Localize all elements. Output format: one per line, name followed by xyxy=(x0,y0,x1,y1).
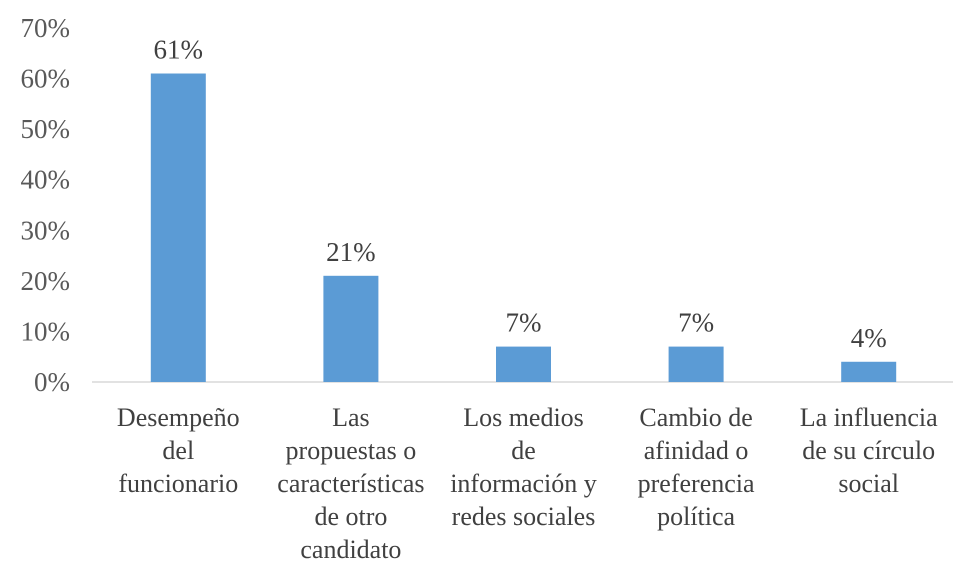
data-labels: 61% 21% 7% 7% 4% xyxy=(154,35,887,353)
data-label: 4% xyxy=(851,323,887,353)
bars xyxy=(150,73,897,382)
y-tick-label: 30% xyxy=(21,215,71,245)
bar xyxy=(496,346,551,382)
x-category-label: Las propuestas o características de otro can… xyxy=(277,403,424,564)
x-category-label: Los medios de información y redes sociales xyxy=(450,403,597,531)
data-label: 61% xyxy=(154,35,204,65)
y-axis: 0% 10% 20% 30% 40% 50% 60% 70% xyxy=(21,13,71,397)
y-tick-label: 40% xyxy=(21,165,71,195)
x-category-label: Desempeño del funcionario xyxy=(117,403,240,498)
x-category-label: La influencia de su círculo social xyxy=(800,403,938,498)
y-tick-label: 0% xyxy=(34,367,70,397)
bar xyxy=(150,73,206,382)
y-tick-label: 60% xyxy=(21,64,71,94)
bar xyxy=(323,275,379,382)
bar xyxy=(841,361,897,382)
x-category-label: Cambio de afinidad o preferencia política xyxy=(638,403,755,531)
data-label: 21% xyxy=(326,237,376,267)
y-tick-label: 70% xyxy=(21,13,71,43)
data-label: 7% xyxy=(506,308,542,338)
y-tick-label: 10% xyxy=(21,316,71,346)
category-labels: Desempeño del funcionario Las propuestas o ca… xyxy=(117,403,938,564)
data-label: 7% xyxy=(678,308,714,338)
y-tick-label: 50% xyxy=(21,114,71,144)
bar xyxy=(668,346,724,382)
y-tick-label: 20% xyxy=(21,266,71,296)
